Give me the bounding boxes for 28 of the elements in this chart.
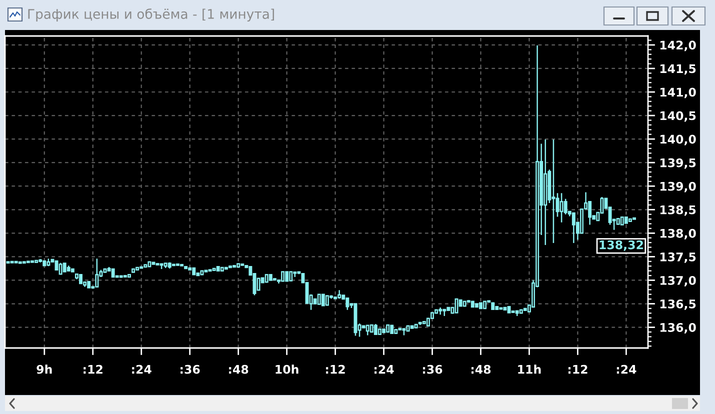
- x-tick-label: 9h: [36, 364, 52, 374]
- y-tick-label: 142,0: [660, 40, 696, 52]
- x-tick-label: 11h: [518, 364, 541, 374]
- x-tick-label: :12: [568, 364, 588, 374]
- y-tick-label: 141,5: [660, 64, 696, 75]
- y-tick-label: 138,0: [660, 228, 696, 240]
- y-tick-label: 138,5: [660, 205, 696, 216]
- chart-title: График цены и объёма - [1 минута]: [28, 8, 274, 22]
- y-tick-label: 137,0: [660, 276, 696, 286]
- annotation: 138,32: [600, 240, 643, 251]
- y-tick-label: 140,5: [660, 111, 696, 122]
- y-tick-label: 136,5: [660, 299, 696, 310]
- x-tick-label: :24: [374, 364, 394, 374]
- y-tick-label: 141,0: [660, 88, 696, 98]
- x-tick-label: :12: [326, 364, 345, 374]
- y-tick-label: 136,0: [660, 323, 696, 334]
- x-tick-label: :36: [423, 364, 442, 374]
- y-tick-label: 139,0: [660, 182, 696, 192]
- x-tick-label: :24: [616, 364, 636, 374]
- x-tick-label: :12: [84, 364, 102, 374]
- x-tick-label: :36: [180, 364, 200, 374]
- y-tick-label: 140,0: [660, 134, 696, 146]
- x-tick-label: 10h: [276, 364, 298, 374]
- x-tick-label: :24: [132, 364, 152, 374]
- y-tick-label: 139,5: [660, 158, 696, 169]
- y-tick-label: 137,5: [660, 252, 696, 263]
- x-tick-label: :48: [229, 364, 248, 374]
- x-tick-label: :48: [471, 364, 491, 374]
